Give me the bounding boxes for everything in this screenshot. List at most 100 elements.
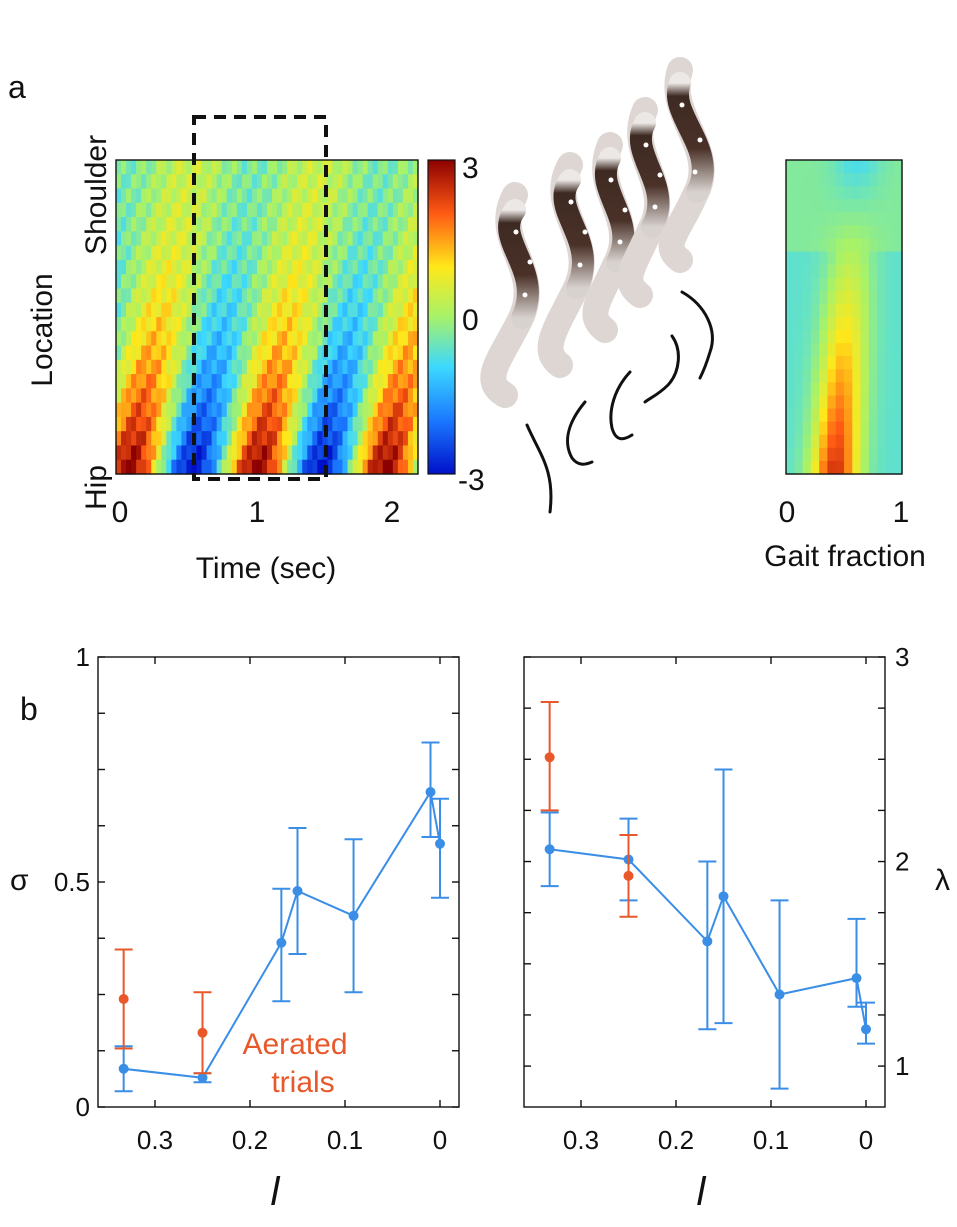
heatmap-cell (231, 288, 238, 304)
heatmap-cell (256, 231, 263, 247)
heatmap-cell (277, 302, 283, 318)
heatmap-cell (186, 331, 193, 347)
heatmap-cell (141, 388, 147, 404)
heatmap-cell (116, 445, 122, 461)
heatmap-cell (171, 416, 177, 432)
gait-cell (802, 330, 812, 344)
gait-cell (819, 460, 829, 475)
heatmap-cell (367, 188, 374, 204)
heatmap-ytick-hip: Hip (80, 465, 113, 510)
heatmap-cell (156, 202, 162, 218)
heatmap-cell (131, 345, 137, 361)
heatmap-cell (412, 359, 419, 375)
heatmap-cell (126, 274, 132, 290)
heatmap-cell (307, 259, 313, 275)
gait-cell (877, 225, 887, 240)
heatmap-cell (282, 174, 288, 190)
heatmap-cell (332, 217, 339, 232)
heatmap-cell (282, 374, 288, 389)
heatmap-cell (241, 431, 248, 447)
heatmap-cell (171, 317, 177, 332)
panel-b-label: b (20, 691, 38, 727)
heatmap-cell (176, 245, 183, 261)
gait-cell (860, 434, 870, 449)
gait-cell (802, 460, 812, 475)
gait-cell (868, 356, 878, 370)
heatmap-cell (397, 217, 404, 232)
heatmap-cell (171, 288, 177, 304)
heatmap-cell (186, 445, 193, 461)
gait-cell (844, 212, 853, 227)
heatmap-cell (282, 245, 288, 261)
gait-cell (893, 277, 903, 292)
heatmap-cell (317, 359, 323, 375)
heatmap-cell (181, 188, 188, 204)
heatmap-cell (246, 231, 253, 247)
gait-cell (802, 264, 812, 279)
heatmap-cell (282, 459, 288, 475)
gait-cell (802, 290, 812, 305)
heatmap-cell (297, 274, 303, 290)
gait-cell (844, 330, 853, 344)
heatmap-cell (131, 459, 137, 475)
heatmap-cell (392, 288, 399, 304)
heatmap-cell (216, 445, 223, 461)
heatmap-cell (402, 202, 409, 218)
heatmap-cell (337, 188, 344, 204)
heatmap-cell (337, 331, 344, 347)
heatmap-cell (221, 231, 228, 247)
heatmap-cell (287, 217, 293, 232)
heatmap-cell (387, 160, 394, 175)
heatmap-cell (287, 345, 293, 361)
heatmap-cell (377, 231, 384, 247)
heatmap-cell (402, 274, 409, 290)
heatmap-cell (412, 188, 419, 204)
gait-cell (877, 395, 887, 410)
heatmap-cell (116, 331, 122, 347)
heatmap-cell (327, 174, 334, 190)
gait-cell (860, 238, 870, 253)
gait-cell (852, 225, 862, 240)
heatmap-cell (201, 202, 208, 218)
heatmap-cell (196, 174, 203, 190)
heatmap-cell (226, 288, 233, 304)
heatmap-cell (387, 288, 394, 304)
heatmap-cell (116, 202, 122, 218)
gait-cell (835, 369, 845, 384)
heatmap-cell (272, 174, 278, 190)
heatmap-cell (256, 174, 263, 190)
heatmap-cell (397, 331, 404, 347)
aerated-annotation-line2: trials (271, 1066, 334, 1099)
gait-cell (877, 434, 887, 449)
gait-cell (827, 186, 837, 200)
heatmap-cell (297, 259, 303, 275)
heatmap-cell (156, 402, 162, 418)
gait-cell (810, 212, 820, 227)
gait-cell (868, 343, 878, 357)
heatmap-cell (337, 445, 344, 461)
heatmap-cell (146, 416, 152, 432)
heatmap-cell (332, 160, 339, 175)
gait-cell (827, 343, 837, 357)
gait-cell (794, 225, 804, 240)
heatmap-cell (221, 345, 228, 361)
gait-cell (810, 173, 820, 187)
heatmap-cell (236, 202, 243, 218)
heatmap-cell (161, 245, 167, 261)
gait-cell (868, 369, 878, 384)
heatmap-cell (171, 217, 177, 232)
heatmap-cell (121, 359, 127, 375)
gait-cell (810, 225, 820, 240)
heatmap-cell (332, 416, 339, 432)
gait-cell (835, 356, 845, 370)
heatmap-cell (261, 459, 268, 475)
heatmap-cell (322, 416, 328, 432)
heatmap-cell (332, 288, 339, 304)
gait-cell (810, 264, 820, 279)
heatmap-cell (236, 302, 243, 318)
heatmap-xtick-1: 1 (249, 496, 266, 529)
heatmap-cell (412, 459, 419, 475)
heatmap-cell (297, 245, 303, 261)
heatmap-cell (226, 459, 233, 475)
heatmap-cell (131, 388, 137, 404)
